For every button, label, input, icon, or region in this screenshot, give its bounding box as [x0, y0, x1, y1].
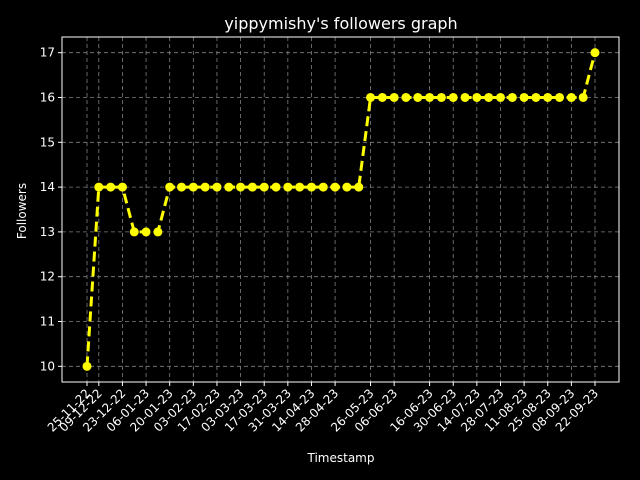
data-point: [519, 92, 529, 102]
data-point: [188, 182, 198, 192]
data-point: [259, 182, 269, 192]
data-point: [306, 182, 316, 192]
data-point: [401, 92, 411, 102]
data-point: [200, 182, 210, 192]
data-point: [236, 182, 246, 192]
y-tick-label: 15: [40, 135, 55, 149]
data-point: [507, 92, 517, 102]
data-point: [153, 227, 163, 237]
data-point: [141, 227, 151, 237]
data-point: [330, 182, 340, 192]
series-line: [82, 48, 600, 371]
data-point: [165, 182, 175, 192]
data-point: [472, 92, 482, 102]
data-point: [342, 182, 352, 192]
y-tick-label: 14: [40, 180, 55, 194]
x-axis-label: Timestamp: [307, 451, 375, 465]
data-point: [271, 182, 281, 192]
data-point: [366, 92, 376, 102]
data-point: [295, 182, 305, 192]
y-tick-label: 13: [40, 225, 55, 239]
y-axis: 10 11 12 13 14 15 16 17: [40, 46, 62, 373]
y-axis-label: Followers: [15, 183, 29, 239]
data-point: [495, 92, 505, 102]
y-tick-label: 10: [40, 359, 55, 373]
data-point: [389, 92, 399, 102]
chart-title: yippymishy's followers graph: [224, 14, 457, 33]
data-point: [484, 92, 494, 102]
data-point: [413, 92, 423, 102]
data-point: [94, 182, 104, 192]
data-point: [578, 92, 588, 102]
data-point: [377, 92, 387, 102]
data-point: [543, 92, 553, 102]
data-point: [531, 92, 541, 102]
data-point: [555, 92, 565, 102]
y-tick-label: 12: [40, 270, 55, 284]
data-point: [460, 92, 470, 102]
data-point: [436, 92, 446, 102]
data-point: [590, 48, 600, 58]
y-tick-label: 11: [40, 315, 55, 329]
data-point: [212, 182, 222, 192]
y-tick-label: 17: [40, 46, 55, 60]
data-point: [82, 361, 92, 371]
data-point: [106, 182, 116, 192]
data-point: [224, 182, 234, 192]
data-point: [117, 182, 127, 192]
data-point: [247, 182, 257, 192]
data-point: [425, 92, 435, 102]
data-point: [354, 182, 364, 192]
data-point: [177, 182, 187, 192]
y-tick-label: 16: [40, 90, 55, 104]
data-point: [318, 182, 328, 192]
data-point: [448, 92, 458, 102]
data-point: [283, 182, 293, 192]
data-point: [129, 227, 139, 237]
plot-area-frame: [61, 36, 620, 383]
data-point: [566, 92, 576, 102]
